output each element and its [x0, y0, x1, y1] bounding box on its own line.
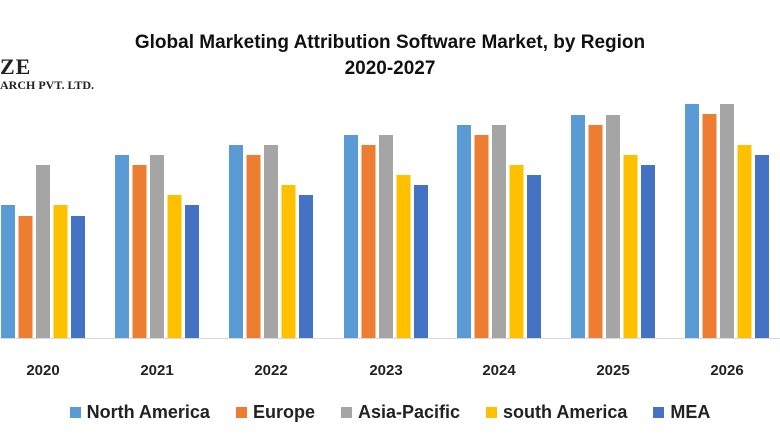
- legend-label: south America: [503, 402, 628, 422]
- bar-north-america-2021: [115, 155, 129, 338]
- company-logo: ZE ARCH PVT. LTD.: [0, 54, 95, 93]
- legend-swatch: [486, 407, 498, 418]
- bar-north-america-2023: [344, 135, 358, 338]
- legend-label: Europe: [252, 402, 315, 422]
- legend-swatch: [235, 407, 247, 418]
- bar-asia-pacific-2023: [379, 135, 393, 338]
- bar-south-america-2020: [53, 205, 68, 338]
- bar-asia-pacific-2021: [150, 155, 164, 338]
- x-tick-label: 2026: [710, 362, 743, 379]
- chart-title: Global Marketing Attribution Software Ma…: [0, 30, 780, 82]
- bar-asia-pacific-2025: [606, 115, 620, 338]
- legend-label: MEA: [670, 402, 711, 422]
- bar-mea-2022: [299, 195, 313, 338]
- bar-asia-pacific-2022: [264, 145, 278, 338]
- bar-mea-2025: [641, 165, 655, 338]
- bar-mea-2026: [755, 155, 769, 338]
- x-tick-label: 2021: [140, 362, 173, 379]
- title-line: Global Marketing Attribution Software Ma…: [134, 32, 646, 53]
- bar-north-america-2022: [229, 145, 243, 338]
- bar-mea-2021: [185, 205, 199, 338]
- bar-south-america-2022: [281, 185, 296, 338]
- bar-asia-pacific-2026: [720, 104, 734, 338]
- legend-item: south America: [486, 402, 627, 423]
- bar-south-america-2026: [737, 145, 752, 338]
- bar-europe-2026: [702, 114, 717, 338]
- logo-line-2: ARCH PVT. LTD.: [0, 78, 95, 92]
- bar-north-america-2025: [571, 115, 585, 338]
- bar-europe-2023: [361, 145, 376, 338]
- x-tick-label: 2024: [482, 362, 516, 379]
- x-tick-label: 2022: [254, 362, 287, 379]
- bar-mea-2024: [527, 175, 541, 338]
- legend-item: Asia-Pacific: [340, 402, 461, 423]
- bar-asia-pacific-2024: [492, 125, 506, 338]
- legend-swatch: [340, 407, 352, 418]
- x-tick-label: 2025: [596, 362, 629, 379]
- bar-europe-2024: [474, 135, 489, 338]
- subtitle-line: 2020-2027: [344, 58, 436, 79]
- legend-label: North America: [86, 402, 210, 422]
- legend-item: North America: [69, 402, 210, 423]
- bar-europe-2022: [246, 155, 261, 338]
- logo-line-1: ZE: [0, 54, 32, 79]
- x-tick-label: 2020: [26, 362, 59, 379]
- bar-south-america-2025: [623, 155, 638, 338]
- bar-mea-2023: [414, 185, 428, 338]
- bar-north-america-2026: [685, 104, 699, 338]
- bar-europe-2025: [588, 125, 603, 338]
- legend-item: MEA: [653, 402, 710, 423]
- legend-label: Asia-Pacific: [357, 402, 461, 422]
- x-tick-label: 2023: [369, 362, 402, 379]
- legend-item: Europe: [235, 402, 315, 423]
- bar-asia-pacific-2020: [36, 165, 50, 338]
- bar-north-america-2024: [457, 125, 471, 338]
- bar-south-america-2024: [509, 165, 524, 338]
- bar-mea-2020: [71, 216, 85, 338]
- bar-south-america-2023: [396, 175, 411, 338]
- bar-europe-2020: [18, 216, 33, 338]
- bar-north-america-2020: [1, 205, 15, 338]
- legend-swatch: [653, 407, 665, 418]
- bar-europe-2021: [132, 165, 147, 338]
- bar-south-america-2021: [167, 195, 182, 338]
- legend-swatch: [69, 407, 81, 418]
- legend: North America Europe Asia-Pacific south Ame…: [0, 402, 780, 423]
